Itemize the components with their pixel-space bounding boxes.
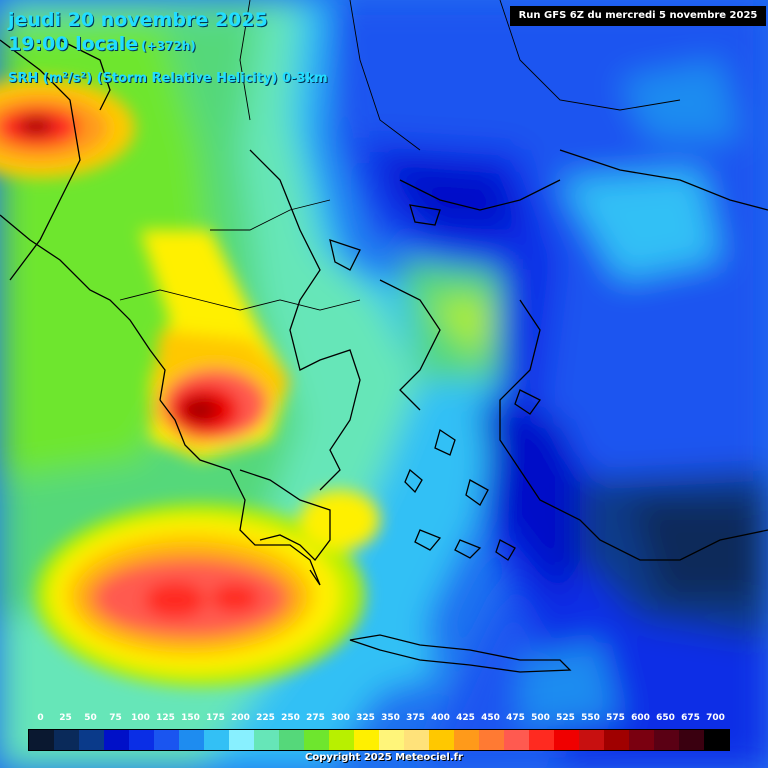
scale-tick-label: 350: [381, 713, 400, 723]
lead-time: (+372h): [141, 39, 196, 53]
scale-cell: [229, 730, 254, 750]
scale-tick-label: 525: [556, 713, 575, 723]
scale-cell: [254, 730, 279, 750]
scale-tick-label: 225: [256, 713, 275, 723]
scale-tick-label: 275: [306, 713, 325, 723]
scale-cell: [604, 730, 629, 750]
scale-cell: [129, 730, 154, 750]
forecast-date: jeudi 20 novembre 2025: [8, 9, 268, 31]
legend-ticks: 0 25 50 75 100 125 150 175 200 225 250 275 300 325 350…: [28, 713, 728, 727]
scale-tick-label: 100: [131, 713, 150, 723]
scale-cell: [554, 730, 579, 750]
scale-tick-label: 425: [456, 713, 475, 723]
scale-cell: [479, 730, 504, 750]
scale-tick-label: 25: [59, 713, 72, 723]
scale-cell: [704, 730, 729, 750]
scale-tick-label: 75: [109, 713, 122, 723]
scale-cell: [54, 730, 79, 750]
time-label: 19:00 locale: [8, 33, 139, 55]
scale-tick-label: 200: [231, 713, 250, 723]
forecast-time: 19:00 locale (+372h): [8, 33, 196, 55]
scale-tick-label: 250: [281, 713, 300, 723]
scale-tick-label: 400: [431, 713, 450, 723]
scale-cell: [154, 730, 179, 750]
scale-tick-label: 675: [681, 713, 700, 723]
run-info: Run GFS 6Z du mercredi 5 novembre 2025: [510, 6, 766, 26]
scale-tick-label: 50: [84, 713, 97, 723]
scale-cell: [654, 730, 679, 750]
scale-tick-label: 125: [156, 713, 175, 723]
scale-cell: [104, 730, 129, 750]
scale-cell: [379, 730, 404, 750]
scale-tick-label: 600: [631, 713, 650, 723]
scale-tick-label: 500: [531, 713, 550, 723]
scale-cell: [629, 730, 654, 750]
scale-tick-label: 475: [506, 713, 525, 723]
scale-tick-label: 325: [356, 713, 375, 723]
scale-cell: [504, 730, 529, 750]
scale-cell: [454, 730, 479, 750]
scale-cell: [679, 730, 704, 750]
scale-tick-label: 575: [606, 713, 625, 723]
scale-tick-label: 150: [181, 713, 200, 723]
copyright: Copyright 2025 Meteociel.fr: [305, 752, 463, 763]
scale-tick-label: 650: [656, 713, 675, 723]
color-scale-bar: [28, 729, 730, 751]
scale-tick-label: 300: [331, 713, 350, 723]
scale-cell: [204, 730, 229, 750]
scale-tick-label: 0: [37, 713, 44, 723]
scale-cell: [29, 730, 54, 750]
scale-cell: [179, 730, 204, 750]
scale-cell: [79, 730, 104, 750]
scale-cell: [329, 730, 354, 750]
scale-cell: [404, 730, 429, 750]
scale-tick-label: 375: [406, 713, 425, 723]
scale-cell: [579, 730, 604, 750]
scale-cell: [429, 730, 454, 750]
scale-tick-label: 700: [706, 713, 725, 723]
scale-tick-label: 175: [206, 713, 225, 723]
scale-tick-label: 550: [581, 713, 600, 723]
scale-cell: [354, 730, 379, 750]
scale-tick-label: 450: [481, 713, 500, 723]
coastlines-and-borders: [0, 0, 768, 673]
scale-cell: [529, 730, 554, 750]
scale-cell: [304, 730, 329, 750]
field-title: SRH (m²/s²) (Storm Relative Helicity) 0-…: [8, 71, 328, 86]
scale-cell: [279, 730, 304, 750]
